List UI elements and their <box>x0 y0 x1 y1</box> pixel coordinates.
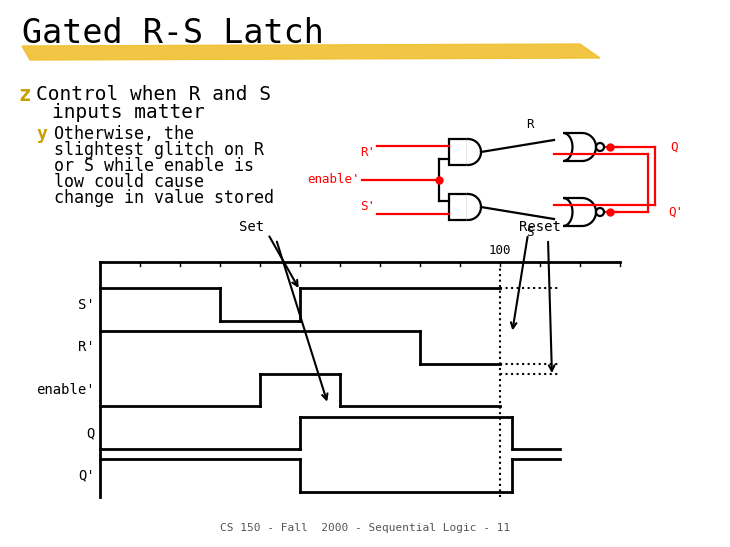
Text: Control when R and S: Control when R and S <box>36 85 271 104</box>
Text: Reset: Reset <box>519 220 561 234</box>
Polygon shape <box>468 194 481 220</box>
Text: z: z <box>18 85 31 105</box>
Text: S': S' <box>360 201 375 213</box>
Text: R: R <box>526 118 534 131</box>
Polygon shape <box>564 133 596 161</box>
Text: slightest glitch on R: slightest glitch on R <box>54 141 264 159</box>
Text: S': S' <box>78 298 95 312</box>
Polygon shape <box>22 44 600 60</box>
Text: change in value stored: change in value stored <box>54 189 274 207</box>
Text: enable': enable' <box>36 383 95 397</box>
Text: inputs matter: inputs matter <box>52 103 204 122</box>
Text: R': R' <box>360 146 375 159</box>
Text: or S while enable is: or S while enable is <box>54 157 254 175</box>
Polygon shape <box>468 139 481 165</box>
Circle shape <box>596 208 604 216</box>
Bar <box>449 194 468 220</box>
Text: Q': Q' <box>668 206 683 218</box>
Bar <box>449 139 468 165</box>
Text: Gated R-S Latch: Gated R-S Latch <box>22 17 324 50</box>
Text: y: y <box>36 125 47 143</box>
Text: Q': Q' <box>78 469 95 482</box>
Text: enable': enable' <box>307 173 360 186</box>
Text: S: S <box>526 226 534 239</box>
Text: Q: Q <box>87 426 95 440</box>
Text: CS 150 - Fall  2000 - Sequential Logic - 11: CS 150 - Fall 2000 - Sequential Logic - … <box>220 523 510 533</box>
Text: 100: 100 <box>489 244 511 257</box>
Polygon shape <box>564 198 596 226</box>
Text: low could cause: low could cause <box>54 173 204 191</box>
Text: R': R' <box>78 340 95 354</box>
Text: Otherwise, the: Otherwise, the <box>54 125 194 143</box>
Circle shape <box>596 143 604 151</box>
Text: Q: Q <box>670 141 677 154</box>
Text: Set: Set <box>239 220 264 234</box>
